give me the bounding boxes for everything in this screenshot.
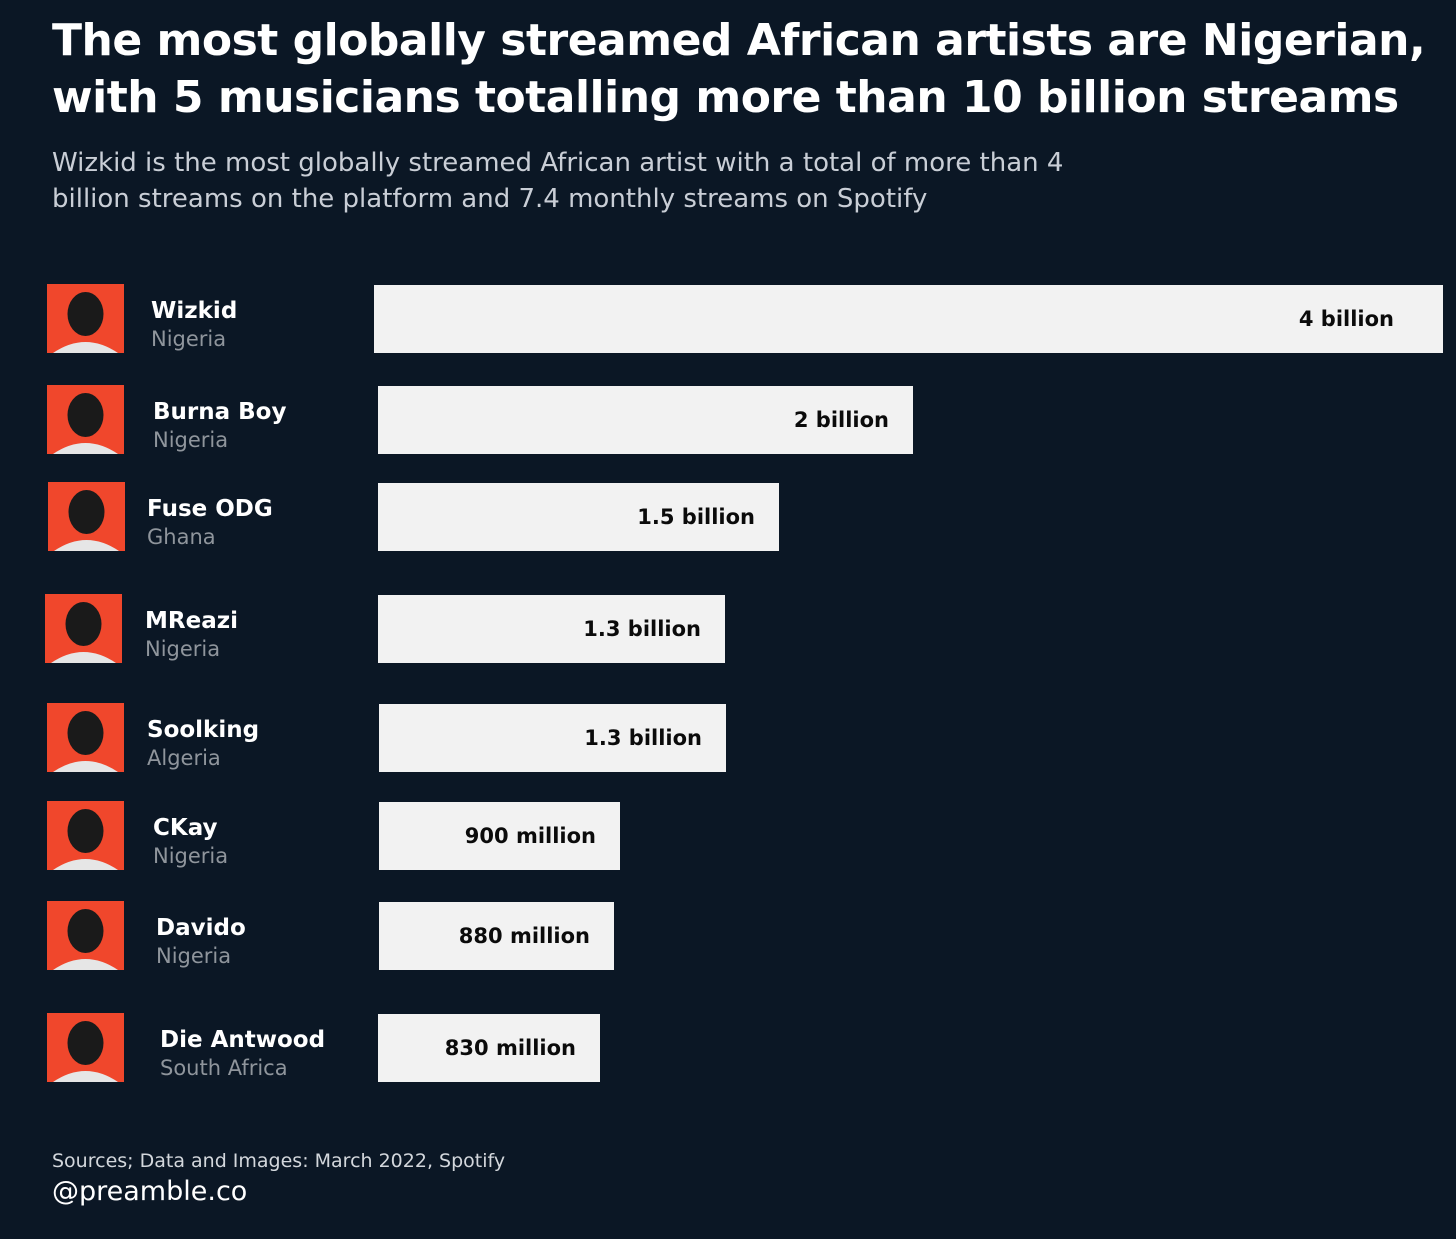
bar-fuse-odg: [378, 483, 779, 551]
artist-photo-shoulders-ckay: [53, 859, 118, 870]
chart-title: The most globally streamed African artis…: [52, 15, 1426, 123]
artist-name-soolking: Soolking: [147, 717, 259, 743]
bar-value-label-davido: 880 million: [459, 924, 590, 948]
artist-country-burna-boy: Nigeria: [153, 428, 228, 452]
chart-subtitle: Wizkid is the most globally streamed Afr…: [52, 148, 1064, 214]
bar-value-label-burna-boy: 2 billion: [794, 408, 889, 432]
bar-soolking: [379, 704, 726, 772]
bar-value-label-die-antwood: 830 million: [445, 1036, 576, 1060]
artist-photo-shoulders-mreazi: [51, 652, 116, 663]
artist-country-mreazi: Nigeria: [145, 637, 220, 661]
artist-name-ckay: CKay: [153, 815, 218, 841]
bar-ckay: [379, 802, 620, 870]
artist-name-die-antwood: Die Antwood: [160, 1027, 325, 1053]
source-note: Sources; Data and Images: March 2022, Sp…: [52, 1150, 506, 1172]
artist-photo-head-wizkid: [67, 292, 104, 336]
brand-handle: @preamble.co: [52, 1176, 248, 1207]
artist-photo-head-ckay: [67, 809, 104, 853]
artist-name-burna-boy: Burna Boy: [153, 399, 286, 425]
bar-wizkid: [374, 285, 1443, 353]
artist-country-fuse-odg: Ghana: [147, 525, 216, 549]
artist-photo-head-soolking: [67, 711, 104, 755]
artist-country-davido: Nigeria: [156, 944, 231, 968]
artist-name-fuse-odg: Fuse ODG: [147, 496, 273, 522]
artist-photo-shoulders-fuse-odg: [54, 540, 119, 551]
artist-photo-shoulders-die-antwood: [53, 1071, 118, 1082]
artist-name-mreazi: MReazi: [145, 608, 238, 634]
bar-value-label-fuse-odg: 1.5 billion: [637, 505, 755, 529]
artist-name-davido: Davido: [156, 915, 246, 941]
artist-photo-head-mreazi: [65, 602, 102, 646]
bar-value-label-ckay: 900 million: [465, 824, 596, 848]
artist-country-wizkid: Nigeria: [151, 327, 226, 351]
artist-photo-head-burna-boy: [67, 393, 104, 437]
bar-value-label-soolking: 1.3 billion: [584, 726, 702, 750]
bar-die-antwood: [378, 1014, 600, 1082]
artist-photo-head-davido: [67, 909, 104, 953]
artist-photo-shoulders-soolking: [53, 761, 118, 772]
artist-name-wizkid: Wizkid: [151, 298, 237, 324]
artist-country-soolking: Algeria: [147, 746, 221, 770]
artist-photo-head-die-antwood: [67, 1021, 104, 1065]
bar-value-label-mreazi: 1.3 billion: [583, 617, 701, 641]
artist-photo-shoulders-wizkid: [53, 342, 118, 353]
bar-value-label-wizkid: 4 billion: [1299, 307, 1394, 331]
artist-photo-head-fuse-odg: [68, 490, 105, 534]
artist-photo-shoulders-burna-boy: [53, 443, 118, 454]
bar-burna-boy: [378, 386, 913, 454]
artist-country-die-antwood: South Africa: [160, 1056, 288, 1080]
bar-mreazi: [378, 595, 725, 663]
bar-davido: [379, 902, 614, 970]
artist-photo-shoulders-davido: [53, 959, 118, 970]
artist-country-ckay: Nigeria: [153, 844, 228, 868]
